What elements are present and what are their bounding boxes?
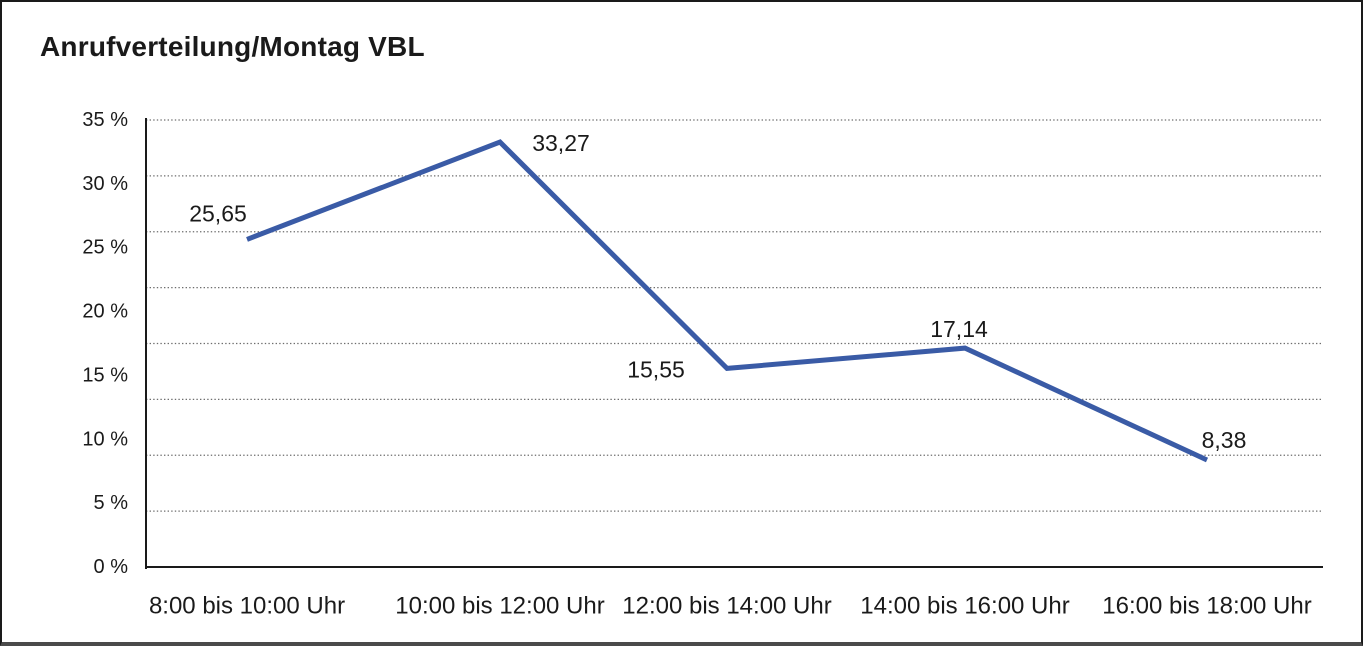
x-tick-label: 8:00 bis 10:00 Uhr — [149, 593, 345, 620]
x-tick-label: 12:00 bis 14:00 Uhr — [622, 593, 831, 620]
x-tick-label: 14:00 bis 16:00 Uhr — [860, 593, 1069, 620]
chart-title: Anrufverteilung/Montag VBL — [40, 31, 425, 62]
data-point-label: 17,14 — [930, 316, 988, 342]
y-tick-label: 5 % — [94, 492, 129, 514]
data-point-label: 15,55 — [627, 356, 685, 382]
y-tick-label: 15 % — [82, 364, 128, 386]
y-tick-label: 30 % — [82, 173, 128, 195]
data-point-label: 8,38 — [1202, 427, 1247, 453]
data-point-label: 33,27 — [532, 130, 590, 156]
x-tick-label: 16:00 bis 18:00 Uhr — [1102, 593, 1311, 620]
y-tick-label: 0 % — [94, 556, 129, 578]
x-tick-label: 10:00 bis 12:00 Uhr — [395, 593, 604, 620]
data-line — [246, 139, 1209, 463]
y-tick-label: 25 % — [82, 237, 128, 259]
y-tick-label: 35 % — [82, 109, 128, 131]
data-point-label: 25,65 — [189, 200, 247, 226]
y-tick-label: 20 % — [82, 301, 128, 323]
y-tick-label: 10 % — [82, 428, 128, 450]
